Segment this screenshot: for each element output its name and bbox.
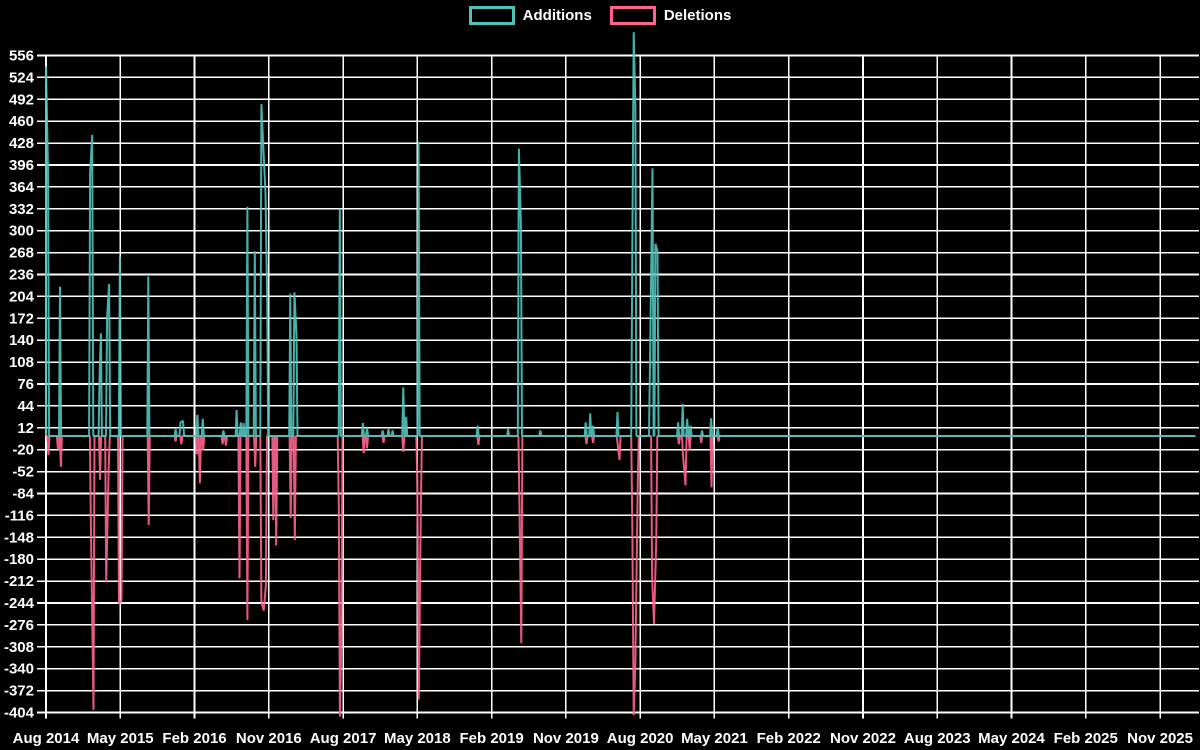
y-axis-label: 556 bbox=[9, 47, 34, 64]
y-axis-label: -276 bbox=[4, 617, 34, 634]
y-axis-label: 12 bbox=[17, 420, 34, 437]
y-axis-label: 492 bbox=[9, 91, 34, 108]
y-axis-label: -148 bbox=[4, 529, 34, 546]
x-axis-label: Feb 2022 bbox=[757, 730, 821, 747]
y-axis-label: 396 bbox=[9, 157, 34, 174]
additions-line bbox=[45, 32, 1196, 437]
x-axis-label: Nov 2025 bbox=[1127, 730, 1193, 747]
y-axis-label: 44 bbox=[17, 398, 34, 415]
y-axis-label: 364 bbox=[9, 179, 35, 196]
x-axis-label: May 2018 bbox=[384, 730, 451, 747]
y-axis-label: -212 bbox=[4, 573, 34, 590]
y-axis-label: 236 bbox=[9, 266, 34, 283]
y-axis-label: 172 bbox=[9, 310, 34, 327]
x-axis-label: Nov 2019 bbox=[533, 730, 599, 747]
additions-swatch-icon bbox=[468, 6, 515, 25]
y-axis-label: -244 bbox=[4, 595, 35, 612]
x-axis-label: Aug 2017 bbox=[310, 730, 377, 747]
y-axis-label: 108 bbox=[9, 354, 34, 371]
deletions-swatch-icon bbox=[609, 6, 656, 25]
y-axis-label: 524 bbox=[9, 69, 35, 86]
y-axis-label: 76 bbox=[17, 376, 34, 393]
y-axis-label: 460 bbox=[9, 113, 34, 130]
x-axis-label: May 2021 bbox=[681, 730, 748, 747]
x-axis-label: Aug 2020 bbox=[607, 730, 674, 747]
y-axis-label: -372 bbox=[4, 683, 34, 700]
y-axis-label: 204 bbox=[9, 288, 35, 305]
y-axis-label: -116 bbox=[5, 507, 34, 524]
x-axis-label: Feb 2025 bbox=[1054, 730, 1118, 747]
y-axis-label: 300 bbox=[9, 223, 34, 240]
x-axis-label: Nov 2016 bbox=[236, 730, 302, 747]
y-axis-label: -340 bbox=[4, 661, 34, 678]
legend-item-deletions[interactable]: Deletions bbox=[609, 6, 732, 25]
y-axis-label: 428 bbox=[9, 135, 34, 152]
x-axis-label: May 2015 bbox=[87, 730, 154, 747]
legend-item-additions[interactable]: Additions bbox=[468, 6, 592, 25]
y-axis-label: 332 bbox=[9, 201, 34, 218]
y-axis-label: -52 bbox=[12, 464, 34, 481]
y-axis-label: -308 bbox=[4, 639, 34, 656]
y-axis-label: 268 bbox=[9, 245, 34, 262]
x-axis-label: Feb 2016 bbox=[162, 730, 226, 747]
y-axis-label: 140 bbox=[9, 332, 34, 349]
y-axis-label: -180 bbox=[4, 551, 34, 568]
x-axis-label: Feb 2019 bbox=[460, 730, 524, 747]
x-axis-label: May 2024 bbox=[978, 730, 1045, 747]
deletions-line bbox=[46, 435, 1196, 717]
legend-additions-label: Additions bbox=[522, 7, 592, 24]
legend-deletions-label: Deletions bbox=[663, 7, 732, 24]
chart-legend: Additions Deletions bbox=[0, 6, 1200, 25]
y-axis-label: -20 bbox=[12, 442, 34, 459]
x-axis-label: Aug 2014 bbox=[13, 730, 80, 747]
x-axis-label: Nov 2022 bbox=[830, 730, 896, 747]
x-axis-label: Aug 2023 bbox=[904, 730, 971, 747]
y-axis-label: -84 bbox=[12, 485, 34, 502]
y-axis-label: -404 bbox=[4, 704, 35, 721]
